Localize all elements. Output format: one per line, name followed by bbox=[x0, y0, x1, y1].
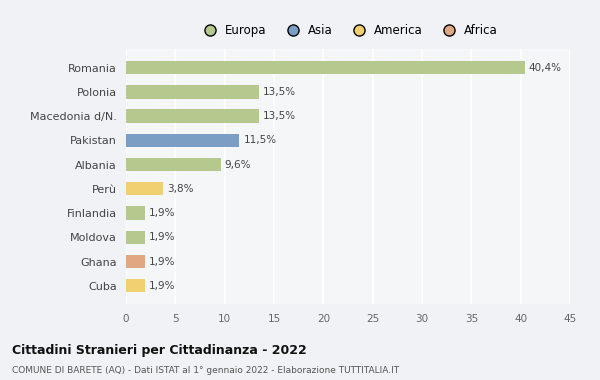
Bar bbox=[126, 279, 145, 293]
Text: 1,9%: 1,9% bbox=[149, 232, 175, 242]
Text: 3,8%: 3,8% bbox=[167, 184, 194, 194]
Bar bbox=[126, 158, 221, 171]
Text: 13,5%: 13,5% bbox=[263, 87, 296, 97]
Text: Cittadini Stranieri per Cittadinanza - 2022: Cittadini Stranieri per Cittadinanza - 2… bbox=[12, 344, 307, 357]
Text: 11,5%: 11,5% bbox=[244, 135, 277, 145]
Text: 1,9%: 1,9% bbox=[149, 256, 175, 266]
Bar bbox=[126, 109, 259, 123]
Text: COMUNE DI BARETE (AQ) - Dati ISTAT al 1° gennaio 2022 - Elaborazione TUTTITALIA.: COMUNE DI BARETE (AQ) - Dati ISTAT al 1°… bbox=[12, 366, 399, 375]
Bar bbox=[126, 182, 163, 195]
Legend: Europa, Asia, America, Africa: Europa, Asia, America, Africa bbox=[193, 20, 503, 42]
Bar bbox=[126, 255, 145, 268]
Text: 1,9%: 1,9% bbox=[149, 208, 175, 218]
Bar bbox=[126, 61, 524, 74]
Text: 13,5%: 13,5% bbox=[263, 111, 296, 121]
Text: 9,6%: 9,6% bbox=[224, 160, 251, 169]
Bar bbox=[126, 85, 259, 98]
Text: 1,9%: 1,9% bbox=[149, 281, 175, 291]
Bar bbox=[126, 231, 145, 244]
Bar bbox=[126, 206, 145, 220]
Text: 40,4%: 40,4% bbox=[529, 63, 562, 73]
Bar bbox=[126, 134, 239, 147]
